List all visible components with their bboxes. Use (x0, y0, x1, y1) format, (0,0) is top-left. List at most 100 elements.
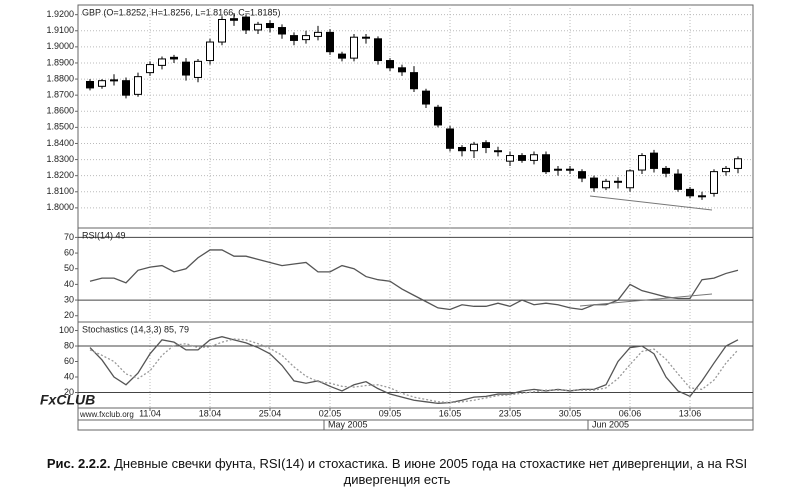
trend-line (589, 195, 713, 211)
y-tick-label: 70 (64, 232, 74, 242)
y-tick-label: 1.8900 (46, 57, 74, 67)
candle-body (698, 195, 706, 198)
chart: 1.8000 1.8100 1.8200 1.8300 1.8400 1.8500 1.86… (40, 4, 754, 431)
x-tick-label: 02.05 (319, 408, 342, 418)
y-tick-label: 1.8200 (46, 170, 74, 180)
x-tick-label: 25.04 (259, 408, 282, 418)
y-tick-label: 40 (64, 371, 74, 381)
candle-body (482, 142, 490, 148)
trend-line (579, 293, 713, 307)
candle-body (146, 64, 154, 74)
candle-body (134, 76, 142, 95)
candle-body (614, 180, 622, 183)
y-tick-label: 60 (64, 247, 74, 257)
panel-label: Stochastics (14,3,3) 85, 79 (82, 324, 189, 334)
y-tick-label: 1.8400 (46, 138, 74, 148)
candle-body (518, 155, 526, 161)
candle-body (722, 167, 730, 173)
y-tick-label: 50 (64, 263, 74, 273)
candle-body (530, 154, 538, 161)
y-tick-label: 20 (64, 387, 74, 397)
series-line (89, 336, 739, 405)
y-tick-label: 20 (64, 310, 74, 320)
candle-body (602, 180, 610, 189)
candle-body (434, 106, 442, 126)
candle-body (338, 53, 346, 59)
y-tick-label: 100 (59, 325, 74, 335)
candle-body (290, 35, 298, 41)
candle-body (566, 168, 574, 171)
month-label: May 2005 (328, 419, 368, 429)
candle-body (674, 173, 682, 190)
watermark: www.fxclub.org (79, 410, 134, 419)
candle-body (650, 152, 658, 169)
candle-body (446, 128, 454, 149)
candle-body (110, 79, 118, 82)
candle-body (374, 38, 382, 62)
candle-body (686, 188, 694, 197)
y-tick-label: 1.9000 (46, 41, 74, 51)
frame (77, 4, 754, 431)
candle-body (218, 18, 226, 43)
y-tick-label: 1.9200 (46, 9, 74, 19)
y-tick-label: 1.8300 (46, 154, 74, 164)
x-tick-label: 13.06 (679, 408, 702, 418)
logo: FxCLUB (40, 392, 95, 408)
y-tick-label: 1.8100 (46, 186, 74, 196)
x-tick-label: 09.05 (379, 408, 402, 418)
candle-body (662, 167, 670, 174)
candle-body (734, 158, 742, 169)
x-tick-label: 18.04 (199, 408, 222, 418)
x-tick-label: 16.05 (439, 408, 462, 418)
y-tick-label: 1.8000 (46, 202, 74, 212)
y-tick-label: 30 (64, 294, 74, 304)
candle-body (554, 168, 562, 171)
candle-body (590, 177, 598, 189)
candle-body (578, 171, 586, 179)
y-tick-label: 1.8700 (46, 90, 74, 100)
candle-body (206, 41, 214, 62)
candle-body (398, 67, 406, 73)
candle-body (302, 35, 310, 41)
candle-body (350, 36, 358, 59)
caption: Рис. 2.2.2. Дневные свечки фунта, RSI(14… (7, 456, 787, 488)
series-line (89, 249, 739, 311)
month-label: Jun 2005 (592, 419, 629, 429)
candle-body (158, 58, 166, 66)
candle-body (230, 18, 238, 21)
candle-body (182, 61, 190, 76)
y-tick-label: 1.8600 (46, 106, 74, 116)
candle-body (494, 150, 502, 153)
candle-body (638, 155, 646, 171)
caption-label: Рис. 2.2.2. (46, 456, 111, 471)
panel-label: RSI(14) 49 (82, 230, 126, 240)
candle-body (362, 36, 370, 39)
candle-body (422, 90, 430, 105)
candle-body (266, 23, 274, 29)
candle-body (410, 72, 418, 90)
panel-label: GBP (O=1.8252, H=1.8256, L=1.8166, C=1.8… (82, 7, 280, 17)
candle-body (386, 60, 394, 69)
y-tick-label: 80 (64, 340, 74, 350)
y-tick-label: 1.9100 (46, 25, 74, 35)
y-tick-label: 1.8800 (46, 73, 74, 83)
candle-body (326, 31, 334, 53)
x-tick-label: 11.04 (139, 408, 161, 418)
y-tick-label: 1.8500 (46, 122, 74, 132)
candle-body (314, 31, 322, 37)
y-tick-label: 60 (64, 356, 74, 366)
candle-body (170, 56, 178, 60)
x-tick-label: 06.06 (619, 408, 642, 418)
candle-body (542, 154, 550, 173)
y-tick-label: 40 (64, 279, 74, 289)
candle-body (458, 146, 466, 152)
candle-body (98, 80, 106, 87)
x-tick-label: 30.05 (559, 408, 582, 418)
candle-body (470, 143, 478, 152)
caption-text: Дневные свечки фунта, RSI(14) и стохасти… (114, 456, 748, 487)
candle-body (122, 80, 130, 96)
x-tick-label: 23.05 (499, 408, 522, 418)
candle-body (194, 60, 202, 78)
candle-body (254, 23, 262, 31)
